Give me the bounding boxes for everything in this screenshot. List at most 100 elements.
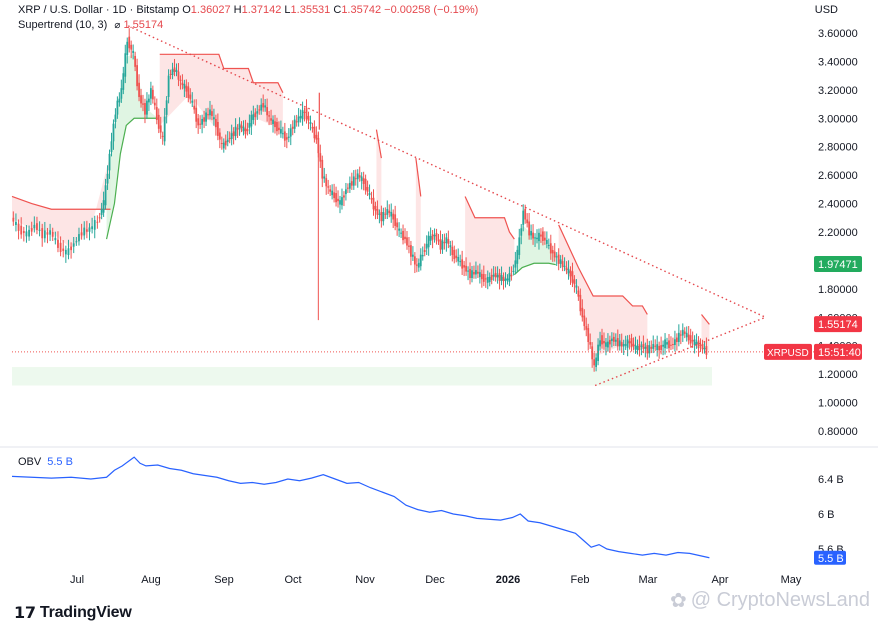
eye-icon[interactable]: ⌀ — [114, 20, 121, 31]
obv-value-tag-label: 5.5 B — [818, 553, 844, 565]
candle-body — [153, 102, 156, 106]
candle-body — [656, 344, 659, 351]
candle-body — [455, 255, 458, 259]
candle-body — [142, 103, 144, 105]
candle-body — [664, 339, 666, 349]
candle-body — [431, 234, 434, 240]
time-tick-label: Jul — [70, 574, 84, 586]
obv-line — [11, 456, 710, 559]
candle-body — [411, 254, 414, 257]
candle-body — [394, 214, 397, 226]
candle-body — [622, 344, 625, 347]
candle-body — [370, 198, 373, 200]
candle-body — [577, 290, 580, 297]
candle-body — [343, 195, 345, 198]
currency-label[interactable]: USD — [814, 4, 838, 16]
time-tick-label: May — [781, 574, 802, 586]
candle-body — [488, 276, 491, 283]
price-tick-label: 3.40000 — [818, 56, 858, 68]
candle-body — [242, 126, 245, 132]
obv-legend[interactable]: OBV 5.5 B — [18, 456, 73, 468]
candle-body — [311, 127, 314, 129]
candle-body — [252, 114, 255, 120]
candle-body — [358, 175, 361, 178]
candle-body — [498, 273, 501, 281]
candle-body — [417, 262, 420, 268]
candle-body — [587, 328, 590, 343]
candle-body — [410, 245, 412, 257]
candle-body — [15, 221, 17, 225]
price-tick-label: 3.20000 — [818, 85, 858, 97]
candle-body — [415, 264, 418, 266]
candle-body — [319, 153, 322, 162]
candle-body — [522, 210, 525, 225]
candle-body — [593, 359, 596, 366]
symbol-tag-label: XRPUSD — [767, 348, 809, 359]
candle-body — [429, 235, 432, 241]
candle-body — [287, 136, 290, 138]
candle-body — [445, 237, 448, 244]
candle-body — [475, 270, 477, 275]
time-tick-label: 2026 — [496, 574, 520, 586]
candle-body — [386, 208, 389, 215]
candle-body — [72, 243, 75, 247]
candle-body — [276, 121, 278, 132]
candle-body — [313, 126, 316, 139]
candle-body — [98, 217, 101, 219]
candle-body — [388, 210, 391, 214]
candle-body — [83, 227, 86, 236]
supertrend-down-line — [464, 196, 515, 240]
supertrend-down-line — [159, 53, 284, 93]
candle-body — [530, 230, 532, 236]
candle-body — [543, 237, 546, 241]
candle-body — [380, 212, 383, 222]
candle-body — [374, 205, 377, 211]
candle-body — [638, 344, 641, 351]
candle-body — [642, 344, 645, 349]
obv-axis[interactable]: 6.4 B6 B5.6 B5.5 B — [814, 474, 846, 565]
candle-body — [341, 197, 343, 206]
price-tick-label: 1.80000 — [818, 284, 858, 296]
candle-body — [573, 279, 576, 285]
time-tick-label: Dec — [425, 574, 445, 586]
candle-body — [579, 294, 582, 312]
candle-body — [603, 340, 605, 344]
tradingview-icon: 𝟭𝟳 — [14, 605, 36, 622]
obv-label: OBV — [18, 456, 42, 468]
candle-body — [134, 56, 137, 67]
candle-body — [652, 344, 655, 349]
tradingview-logo[interactable]: 𝟭𝟳 TradingView — [14, 603, 132, 623]
candle-body — [54, 238, 57, 241]
candle-body — [423, 249, 426, 252]
price-axis[interactable]: 3.60000 3.40000 3.20000 3.00000 2.80000 2.600… — [0, 28, 878, 448]
candle-body — [46, 232, 49, 235]
candle-body — [195, 107, 198, 122]
candle-body — [595, 357, 598, 368]
highlight-zone — [12, 367, 712, 386]
price-tick-label: 3.00000 — [818, 113, 858, 125]
candle-body — [644, 346, 647, 349]
candle-body — [693, 339, 696, 345]
candle-body — [406, 237, 408, 246]
candle-body — [128, 36, 131, 49]
indicator-header[interactable]: Supertrend (10, 3) ⌀ 1.55174 — [18, 19, 163, 31]
candle-body — [646, 345, 649, 354]
candle-body — [514, 260, 517, 268]
candle-body — [547, 244, 550, 246]
supertrend-up-tag — [814, 256, 862, 273]
time-axis[interactable]: Jul Aug Sep Oct Nov Dec 2026 Feb Mar Apr May — [70, 574, 802, 586]
candle-body — [478, 272, 481, 278]
candle-body — [563, 265, 566, 267]
candle-body — [280, 129, 282, 134]
candle-body — [508, 273, 511, 282]
open-value: 1.36027 — [190, 4, 231, 16]
supertrend-up-fill — [514, 224, 556, 275]
candle-body — [346, 187, 349, 189]
candle-body — [581, 307, 584, 318]
candle-body — [597, 344, 599, 361]
candle-body — [179, 79, 182, 82]
candle-body — [78, 234, 80, 242]
candle-body — [165, 100, 168, 115]
candle-body — [662, 344, 664, 347]
